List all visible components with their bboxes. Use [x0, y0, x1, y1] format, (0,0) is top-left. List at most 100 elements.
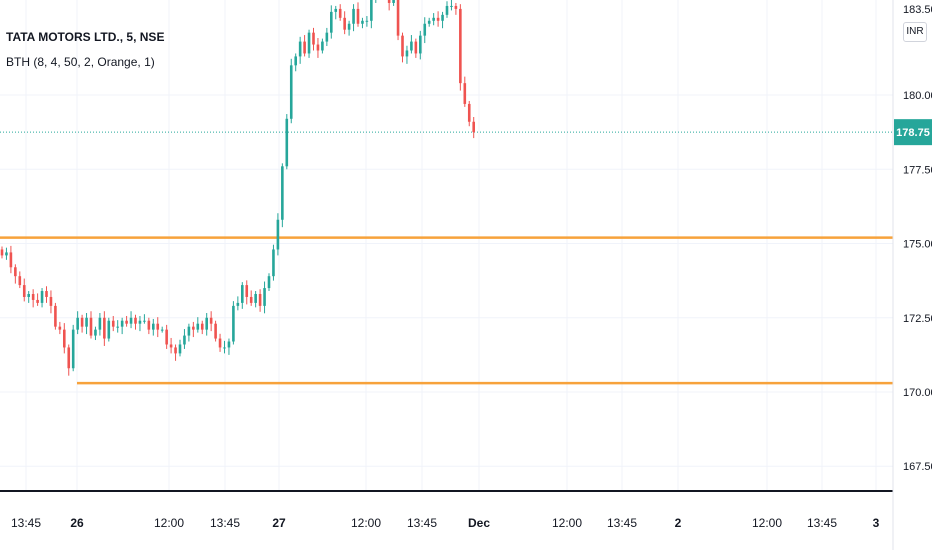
time-tick-label: 13:45: [210, 516, 240, 530]
candle: [236, 296, 240, 311]
horizontal-levels: [0, 131, 893, 385]
candle: [89, 311, 93, 339]
time-tick-label: 13:45: [607, 516, 637, 530]
candle-body: [192, 326, 195, 330]
candle-body: [312, 32, 315, 45]
candle: [454, 2, 458, 15]
price-tick-label: 180.00: [903, 90, 932, 102]
candle-body: [165, 329, 168, 345]
candle-body: [169, 344, 173, 348]
candle: [405, 45, 409, 64]
candle: [18, 271, 22, 289]
last-price-marker: 178.75: [894, 119, 932, 146]
time-axis[interactable]: 13:45 26 12:00 13:45 27 12:00 13:45 Dec 12:00 13:…: [0, 0, 894, 550]
candle-body: [289, 65, 293, 119]
time-tick-label: 13:45: [407, 516, 437, 530]
candle-body: [392, 0, 395, 3]
candle: [450, 0, 453, 11]
candle: [254, 291, 257, 308]
candle-body: [356, 8, 360, 24]
symbol-legend[interactable]: TATA MOTORS LTD., 5, NSE: [6, 30, 165, 44]
candle-body: [116, 326, 119, 328]
candle-body: [45, 291, 48, 297]
candle-body: [365, 20, 369, 22]
time-tick-label: 12:00: [552, 516, 582, 530]
candle: [347, 20, 351, 36]
candle: [85, 313, 88, 335]
candle: [36, 293, 39, 306]
indicator-legend[interactable]: BTH (8, 4, 50, 2, Orange, 1): [6, 55, 155, 69]
price-axis[interactable]: 183.50 180.00 177.50 175.00 172.50 170.00 167.…: [903, 4, 932, 473]
time-tick-label: 2: [675, 516, 682, 530]
candle-body: [258, 294, 262, 306]
currency-button[interactable]: INR: [903, 22, 927, 42]
candle: [303, 35, 306, 57]
candle: [325, 27, 329, 47]
candle-body: [14, 267, 17, 277]
time-tick-label: Dec: [468, 516, 490, 530]
candle: [223, 340, 226, 354]
candle: [138, 315, 142, 332]
price-tick-label: 183.50: [903, 4, 932, 16]
candle-body: [196, 323, 200, 330]
candle-body: [427, 20, 431, 24]
time-tick-label: 13:45: [11, 516, 41, 530]
candle-body: [423, 23, 427, 36]
time-tick-label: 3: [873, 516, 880, 530]
candle-body: [31, 294, 35, 300]
candle-body: [432, 17, 435, 21]
candle-body: [343, 17, 346, 30]
candle: [67, 344, 71, 376]
candle: [459, 4, 462, 91]
candle-body: [303, 41, 306, 54]
candle-body: [27, 294, 30, 297]
candle: [152, 318, 155, 336]
candle: [272, 244, 275, 281]
candle: [436, 11, 440, 27]
candle-body: [387, 0, 391, 3]
candle: [258, 289, 262, 312]
candle-body: [459, 8, 462, 84]
candle-body: [281, 166, 284, 220]
candle-body: [254, 294, 257, 303]
candle-body: [22, 285, 26, 297]
price-tick-label: 172.50: [903, 313, 932, 325]
candle-body: [272, 249, 275, 277]
candle: [22, 278, 26, 302]
candle: [209, 311, 213, 332]
candle-body: [276, 219, 280, 250]
candle-body: [80, 317, 84, 327]
candle: [63, 323, 66, 354]
candle: [31, 289, 35, 308]
time-tick-label: 13:45: [807, 516, 837, 530]
candle-body: [152, 323, 155, 330]
candle-body: [160, 329, 164, 331]
candle: [463, 76, 467, 107]
candle: [281, 163, 284, 228]
candle-body: [156, 323, 160, 330]
candle: [298, 36, 302, 64]
candle-body: [370, 0, 373, 21]
candle: [396, 0, 400, 41]
candle: [263, 281, 266, 314]
candle-body: [54, 305, 57, 327]
candle: [54, 302, 57, 330]
candle: [321, 38, 324, 54]
candle-body: [214, 323, 217, 339]
candle: [147, 317, 151, 335]
candle-body: [467, 103, 471, 122]
candle-body: [321, 41, 324, 51]
candle-body: [463, 83, 467, 104]
candle-body: [111, 320, 115, 327]
candle: [356, 2, 360, 27]
candle: [143, 314, 146, 324]
candle-body: [325, 32, 329, 42]
candle: [410, 35, 413, 54]
candle-body: [330, 11, 333, 33]
candle-body: [125, 320, 128, 324]
candle: [178, 339, 182, 357]
candle-body: [49, 296, 53, 306]
candle-body: [94, 329, 97, 336]
last-price-label: 178.75: [896, 127, 930, 139]
